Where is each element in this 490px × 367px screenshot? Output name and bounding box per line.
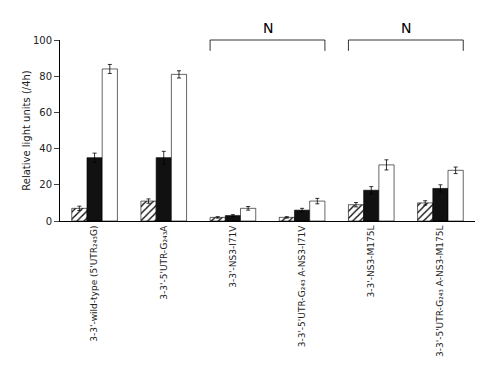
svg-text:3-3'-5'UTR-G₂₄₃A: 3-3'-5'UTR-G₂₄₃A — [159, 225, 169, 300]
svg-text:40: 40 — [39, 143, 52, 154]
svg-text:100: 100 — [33, 35, 52, 46]
svg-text:0: 0 — [46, 216, 52, 227]
svg-text:3-3'-NS3-M175L: 3-3'-NS3-M175L — [366, 226, 376, 298]
svg-text:60: 60 — [39, 107, 52, 118]
svg-text:20: 20 — [39, 179, 52, 190]
svg-text:3-3'-wild-type (5'UTR₂₄₃G): 3-3'-wild-type (5'UTR₂₄₃G) — [90, 226, 100, 342]
svg-text:3-3'-5'UTR-G₂₄₃ A-NS3-I71V: 3-3'-5'UTR-G₂₄₃ A-NS3-I71V — [297, 225, 307, 348]
svg-text:3-3'-5'UTR-G₂₄₃ A-NS3-M175L: 3-3'-5'UTR-G₂₄₃ A-NS3-M175L — [435, 226, 445, 357]
svg-text:N: N — [263, 20, 273, 36]
svg-text:N: N — [401, 20, 411, 36]
svg-text:80: 80 — [39, 71, 52, 82]
svg-text:3-3'-NS3-I71V: 3-3'-NS3-I71V — [228, 225, 238, 288]
svg-text:Relative light units (/4h): Relative light units (/4h) — [21, 70, 32, 191]
